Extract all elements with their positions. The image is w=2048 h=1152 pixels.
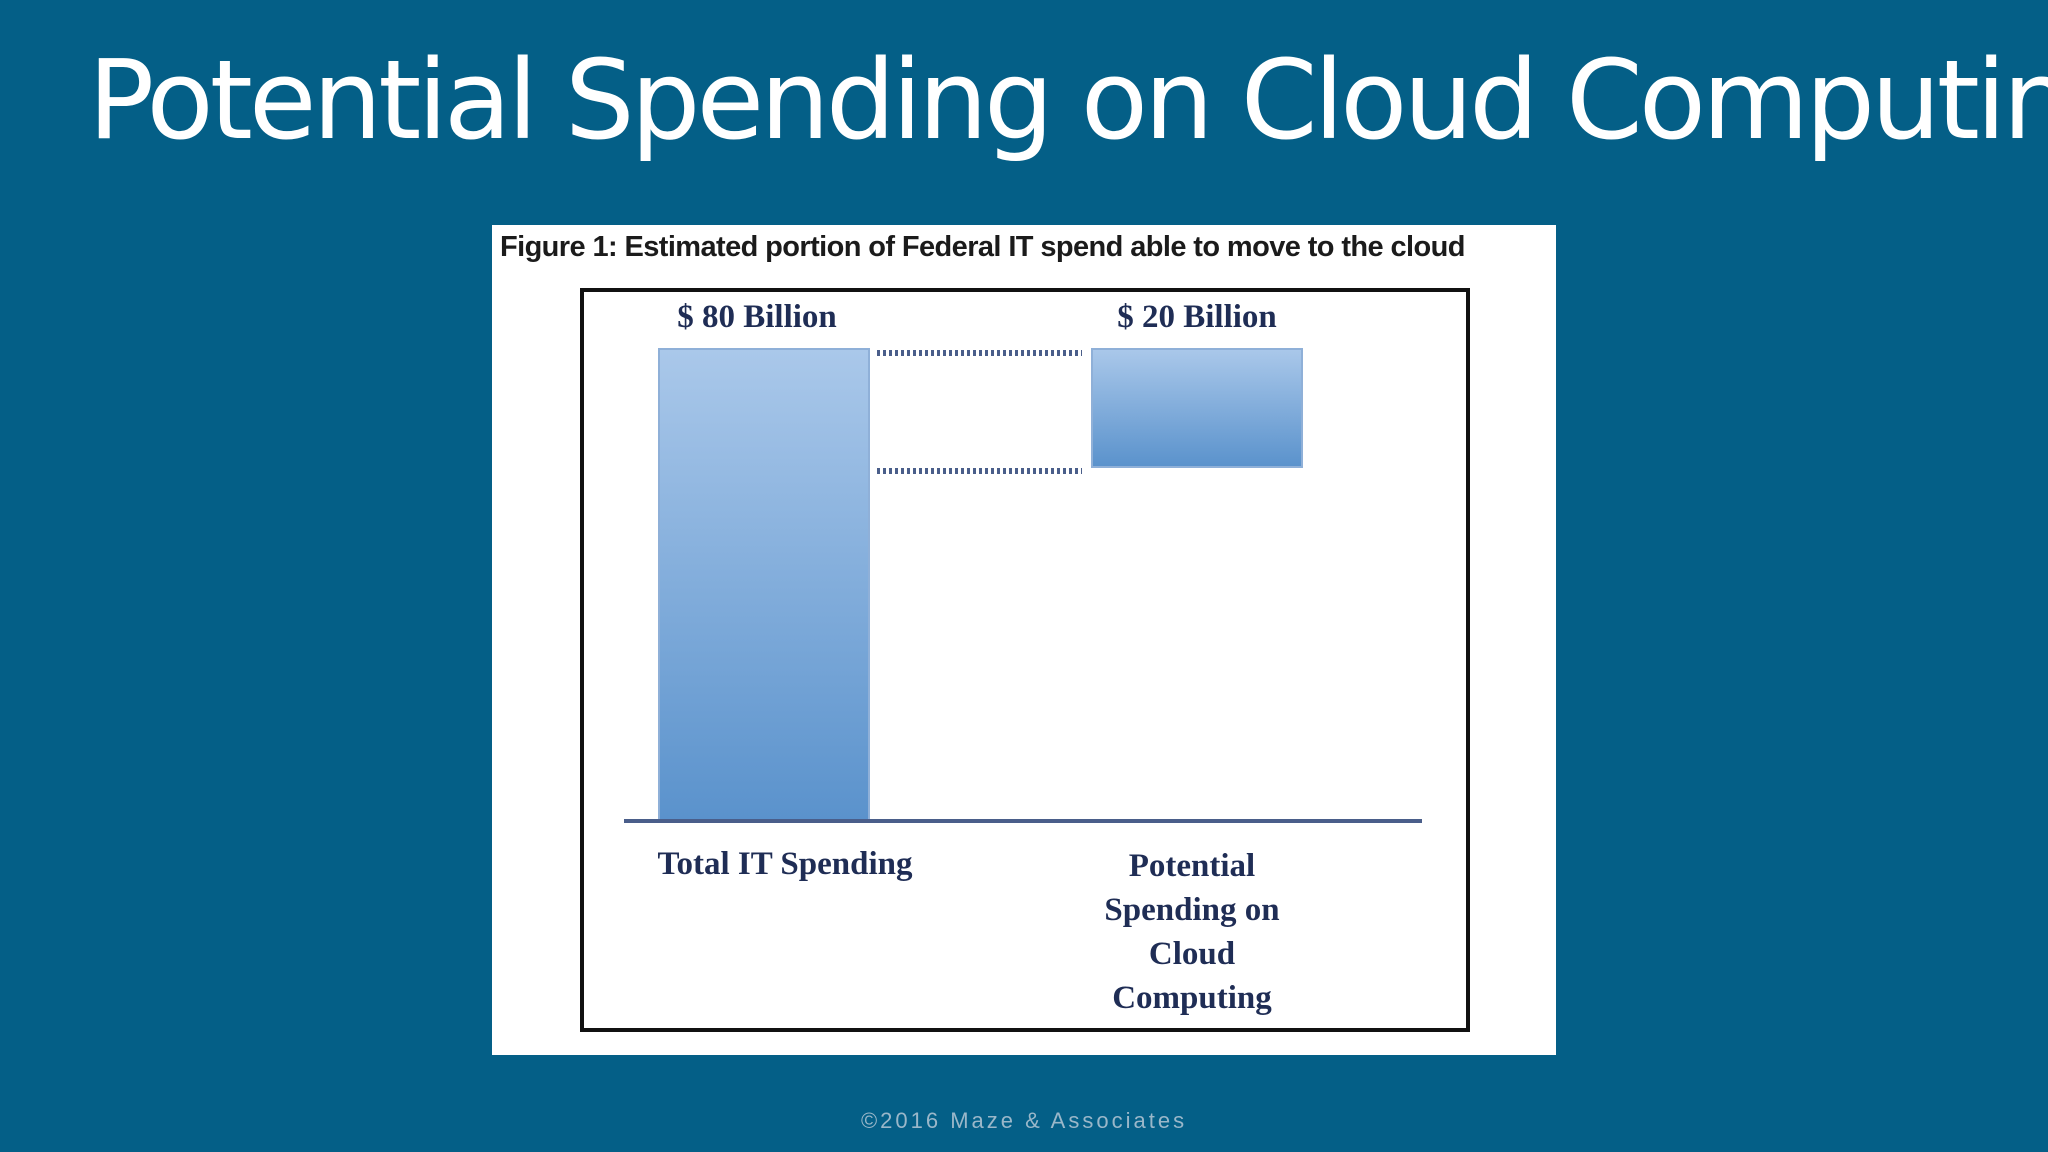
category-label-2-line-3: Cloud xyxy=(1149,936,1235,972)
slide-title: Potential Spending on Cloud Computing xyxy=(88,36,2048,164)
data-label-2: $ 20 Billion xyxy=(1117,299,1277,335)
category-label-2-line-1: Potential xyxy=(1129,848,1255,884)
figure-panel: Figure 1: Estimated portion of Federal I… xyxy=(492,225,1556,1055)
data-label-1: $ 80 Billion xyxy=(677,299,837,335)
category-label-2-line-2: Spending on xyxy=(1104,892,1279,928)
bar-2 xyxy=(1091,348,1303,468)
chart-frame xyxy=(580,288,1470,1032)
bar-1 xyxy=(658,348,870,822)
category-label-2-line-4: Computing xyxy=(1112,980,1272,1016)
copyright-footer: ©2016 Maze & Associates xyxy=(860,1108,1188,1133)
category-label-1-line-1: Total IT Spending xyxy=(658,846,913,882)
figure-caption: Figure 1: Estimated portion of Federal I… xyxy=(500,231,1465,263)
waterfall-chart: $ 80 Billion $ 20 Billion Total IT Spendin… xyxy=(580,288,1470,1032)
